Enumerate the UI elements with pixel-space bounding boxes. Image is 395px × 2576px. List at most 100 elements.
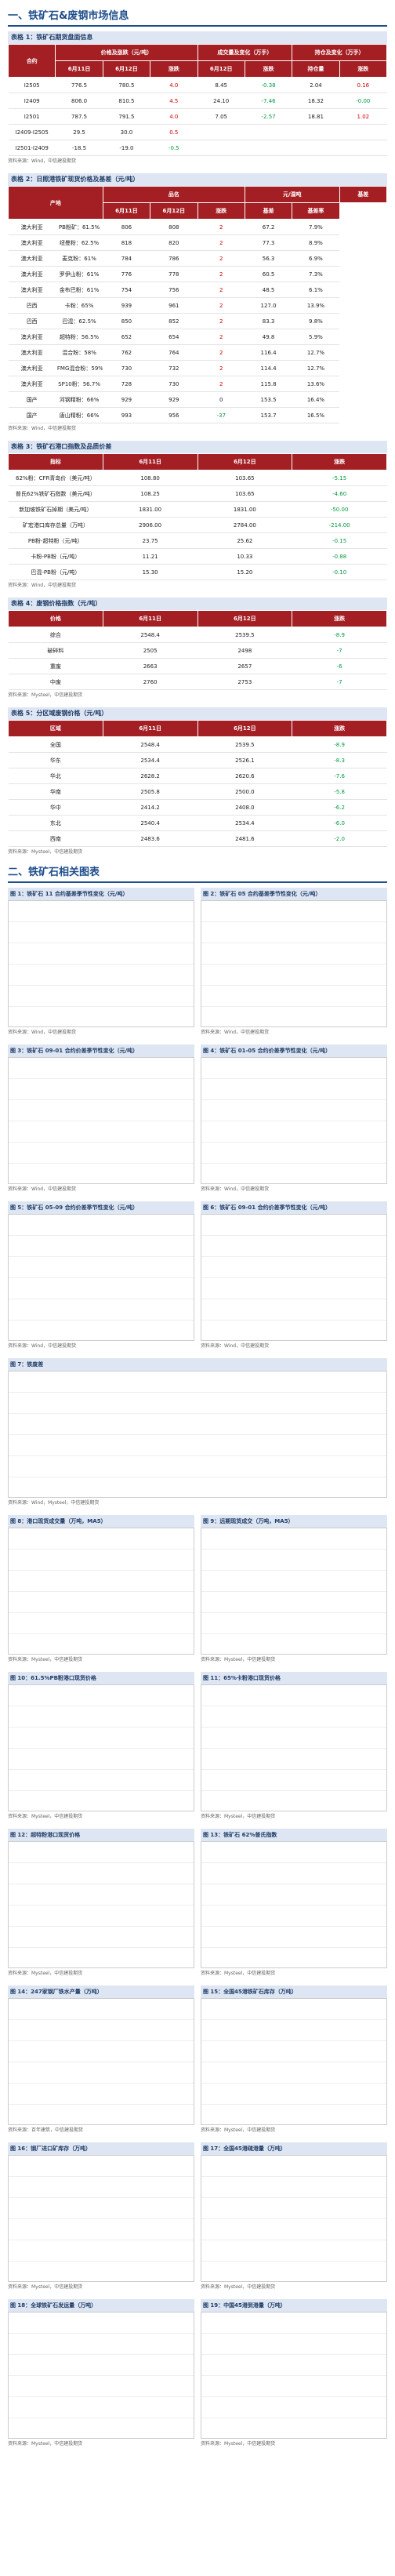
table-cell: -4.60 bbox=[292, 485, 387, 502]
table-row: 巴西 卡粉：65% 939 961 2 127.0 13.9% bbox=[8, 297, 387, 314]
column-header: 6月12日 bbox=[150, 202, 198, 220]
table-cell: 62%粉：CFR青岛价（美元/吨） bbox=[8, 470, 103, 486]
header-row: 6月11日 6月12日 涨跌 6月12日 涨跌 持仓量 涨跌 bbox=[9, 60, 388, 78]
table-cell: 776.5 bbox=[55, 77, 103, 93]
table-cell: 唐山精粉：66% bbox=[55, 407, 103, 423]
chart-frame bbox=[201, 1057, 387, 1184]
table-cell bbox=[339, 140, 387, 156]
table-cell bbox=[292, 140, 340, 156]
table-cell: 24.10 bbox=[198, 93, 245, 109]
table-cell: 652 bbox=[103, 329, 150, 345]
table-row: 新加坡铁矿石掉期（美元/吨） 1831.00 1831.00 -50.00 bbox=[8, 501, 387, 518]
tables: 表格 1：铁矿石期货盘面信息 合约 价格及涨跌（元/吨） 成交量及变化（万手） 持仓及变… bbox=[7, 31, 388, 858]
chart-frame bbox=[201, 1528, 387, 1655]
table-cell: 2 bbox=[198, 219, 245, 235]
table-cell: -0.10 bbox=[292, 564, 387, 580]
table-row: 国产 河钢精粉：66% 929 929 0 153.5 16.4% bbox=[8, 391, 387, 408]
table-cell: 108.80 bbox=[103, 470, 198, 486]
table-cell: 108.25 bbox=[103, 485, 198, 502]
column-header: 6月11日 bbox=[102, 720, 198, 737]
header-row: 产地 品名 元/湿吨 基差 bbox=[8, 186, 388, 220]
chart-title: 图 10：61.5%PB粉港口现货价格 bbox=[8, 1672, 194, 1684]
table-cell: -5.8 bbox=[292, 783, 387, 800]
table-cell: 764 bbox=[150, 344, 198, 361]
header-row: 区域 6月11日 6月12日 涨跌 bbox=[8, 720, 387, 737]
table-row: 澳大利亚 罗伊山粉：61% 776 778 2 60.5 7.3% bbox=[8, 266, 387, 282]
table-cell: 12.7% bbox=[292, 360, 340, 376]
table-title: 表格 4：废钢价格指数（元/吨） bbox=[8, 598, 387, 610]
column-header: 涨跌 bbox=[292, 453, 387, 471]
table-cell: 77.3 bbox=[245, 234, 292, 251]
table-cell: 卡粉：65% bbox=[55, 297, 103, 314]
table-cell: 麦克粉：61% bbox=[55, 250, 103, 267]
table-cell: I2501-I2409 bbox=[8, 140, 56, 156]
table-cell: 12.7% bbox=[292, 344, 340, 361]
header-row: 6月11日 6月12日 涨跌 基差 基差率 bbox=[9, 202, 387, 220]
table-cell: 2408.0 bbox=[198, 799, 292, 816]
header-row: 价格 6月11日 6月12日 涨跌 bbox=[8, 610, 387, 627]
data-table: 指标 6月11日 6月12日 涨跌 62%粉：CFR青岛价（美元/吨） 108.80 103… bbox=[8, 453, 387, 580]
table-cell: 730 bbox=[150, 376, 198, 392]
column-header: 成交量及变化（万手） bbox=[197, 44, 293, 61]
table-cell: 18.81 bbox=[292, 108, 340, 125]
table-cell bbox=[198, 124, 245, 140]
table-cell: 153.7 bbox=[245, 407, 292, 423]
data-table: 价格 6月11日 6月12日 涨跌 综合 2548.4 2539.5 -8.9 破碎料 2505 2… bbox=[8, 610, 387, 690]
table-cell: 786 bbox=[150, 250, 198, 267]
chart: 图 11：65%卡粉港口现货价格 资料来源：Mysteel，中信建投期货 bbox=[201, 1672, 387, 1826]
table-row: 国产 唐山精粉：66% 993 956 -37 153.7 16.5% bbox=[8, 407, 387, 423]
table-row: 西南 2483.6 2481.6 -2.0 bbox=[8, 830, 387, 847]
table-source: 资料来源：Wind，中信建投期货 bbox=[8, 583, 77, 588]
table-cell: 4.0 bbox=[150, 108, 198, 125]
table-cell: 808 bbox=[150, 219, 198, 235]
table-cell bbox=[339, 124, 387, 140]
chart: 图 5：铁矿石 05-09 合约价差季节性变化（元/吨） 资料来源：Wind，中信… bbox=[8, 1201, 194, 1355]
chart-frame bbox=[8, 1528, 194, 1655]
table-cell: 0 bbox=[198, 391, 245, 408]
table-cell: -8.9 bbox=[292, 736, 387, 753]
table-cell: 2 bbox=[198, 313, 245, 329]
table-cell: FMG混合粉：59% bbox=[55, 360, 103, 376]
table-cell: -7 bbox=[292, 642, 387, 659]
chart-frame bbox=[201, 2312, 387, 2439]
table-cell: -6.2 bbox=[292, 799, 387, 816]
chart: 图 10：61.5%PB粉港口现货价格 资料来源：Mysteel，中信建投期货 bbox=[8, 1672, 194, 1826]
table-cell: 矿宏港口库存总量（万吨） bbox=[8, 517, 103, 533]
chart-frame bbox=[201, 1841, 387, 1968]
chart-source: 资料来源：Wind，Mysteel，中信建投期货 bbox=[8, 1500, 100, 1506]
table-cell: 澳大利亚 bbox=[8, 282, 56, 298]
chart: 图 8：港口现货成交量（万吨，MA5） 资料来源：Mysteel，中信建投期货 bbox=[8, 1515, 194, 1669]
table-cell: I2505 bbox=[8, 77, 56, 93]
table-cell: 华东 bbox=[8, 752, 103, 768]
table-row: I2409-I2505 29.5 30.0 0.5 bbox=[8, 124, 387, 140]
table-cell: 929 bbox=[150, 391, 198, 408]
chart-source: 资料来源：Mysteel，中信建投期货 bbox=[8, 2284, 83, 2290]
table-cell: -0.88 bbox=[292, 548, 387, 565]
column-header: 持仓及变化（万手） bbox=[292, 44, 387, 61]
table-cell: 2505 bbox=[103, 642, 198, 659]
table-cell: -50.00 bbox=[292, 501, 387, 518]
chart-frame bbox=[8, 1057, 194, 1184]
table-cell: 6.1% bbox=[292, 282, 340, 298]
table-cell: SP10粉：56.7% bbox=[55, 376, 103, 392]
chart-source: 资料来源：Wind，中信建投期货 bbox=[201, 1186, 270, 1192]
chart-source: 资料来源：Mysteel，中信建投期货 bbox=[201, 1657, 276, 1662]
table-cell: 103.65 bbox=[198, 470, 292, 486]
table-cell: 澳大利亚 bbox=[8, 234, 56, 251]
chart-source: 资料来源：Mysteel，中信建投期货 bbox=[201, 1814, 276, 1819]
table-cell: 732 bbox=[150, 360, 198, 376]
table-cell: 国产 bbox=[8, 391, 56, 408]
column-header: 涨跌 bbox=[339, 60, 388, 78]
table-row: 澳大利亚 麦克粉：61% 784 786 2 56.3 6.9% bbox=[8, 250, 387, 267]
table-cell: 澳大利亚 bbox=[8, 360, 56, 376]
table-cell: 153.5 bbox=[245, 391, 292, 408]
chart-source: 资料来源：Mysteel，中信建投期货 bbox=[8, 1971, 83, 1976]
column-header: 基差 bbox=[244, 202, 293, 220]
column-header: 6月12日 bbox=[197, 60, 245, 78]
table-row: 澳大利亚 FMG混合粉：59% 730 732 2 114.4 12.7% bbox=[8, 360, 387, 376]
table-cell: 2500.0 bbox=[198, 783, 292, 800]
chart-title: 图 5：铁矿石 05-09 合约价差季节性变化（元/吨） bbox=[8, 1201, 194, 1214]
table-row: 华北 2628.2 2620.6 -7.6 bbox=[8, 768, 387, 784]
table-cell: 762 bbox=[103, 344, 150, 361]
chart-source: 资料来源：Mysteel，中信建投期货 bbox=[8, 2441, 83, 2447]
